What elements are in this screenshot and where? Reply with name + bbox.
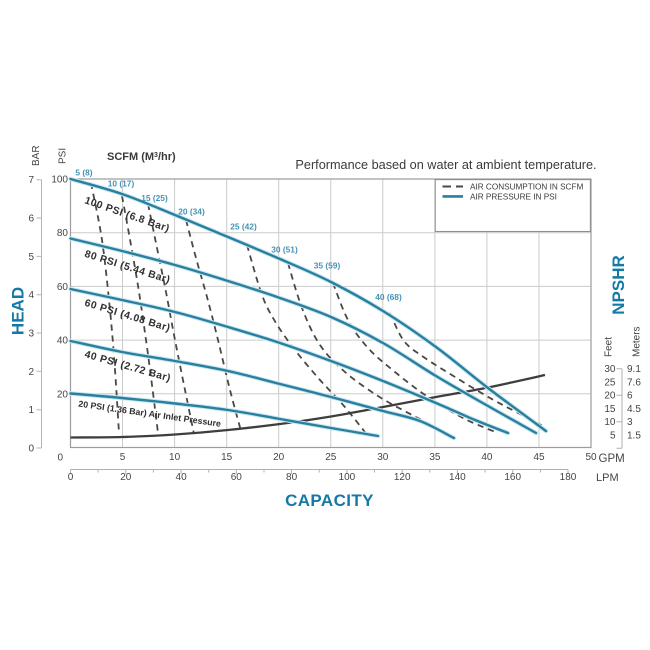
svg-text:3: 3 — [28, 329, 34, 340]
svg-text:40 (68): 40 (68) — [375, 292, 402, 302]
svg-text:5: 5 — [610, 430, 616, 441]
svg-text:35: 35 — [429, 452, 441, 463]
svg-text:5: 5 — [28, 252, 34, 263]
svg-text:20: 20 — [120, 472, 132, 483]
svg-text:60: 60 — [231, 472, 243, 483]
svg-text:140: 140 — [449, 472, 466, 483]
svg-text:5: 5 — [120, 452, 126, 463]
svg-text:Meters: Meters — [632, 326, 643, 357]
svg-text:AIR PRESSURE IN PSI: AIR PRESSURE IN PSI — [470, 193, 557, 202]
svg-text:40: 40 — [57, 336, 69, 347]
svg-text:180: 180 — [560, 472, 577, 483]
svg-text:5 (8): 5 (8) — [75, 168, 92, 178]
svg-text:80: 80 — [286, 472, 298, 483]
svg-text:25: 25 — [604, 377, 616, 388]
svg-text:35 (59): 35 (59) — [314, 261, 341, 271]
svg-text:SCFM (M3/hr): SCFM (M3/hr) — [107, 151, 176, 163]
svg-text:15 (25): 15 (25) — [141, 193, 168, 203]
svg-text:100: 100 — [51, 175, 68, 186]
svg-text:7.6: 7.6 — [627, 377, 641, 388]
svg-text:15: 15 — [604, 404, 616, 415]
svg-text:160: 160 — [504, 472, 521, 483]
svg-text:25: 25 — [325, 452, 337, 463]
svg-text:0: 0 — [57, 453, 63, 464]
svg-text:AIR CONSUMPTION IN SCFM: AIR CONSUMPTION IN SCFM — [470, 183, 583, 192]
svg-text:0: 0 — [28, 444, 34, 455]
svg-text:1: 1 — [28, 405, 34, 416]
svg-text:BAR: BAR — [31, 145, 42, 166]
svg-text:Feet: Feet — [604, 337, 615, 357]
svg-text:10: 10 — [169, 452, 181, 463]
svg-text:CAPACITY: CAPACITY — [285, 491, 374, 510]
svg-text:4.5: 4.5 — [627, 404, 641, 415]
svg-text:LPM: LPM — [596, 472, 619, 484]
svg-text:40: 40 — [481, 452, 493, 463]
svg-text:0: 0 — [68, 472, 74, 483]
svg-text:30: 30 — [377, 452, 389, 463]
svg-text:40: 40 — [176, 472, 188, 483]
svg-text:20 (34): 20 (34) — [178, 207, 205, 217]
svg-text:25 (42): 25 (42) — [230, 222, 257, 232]
svg-text:7: 7 — [28, 175, 34, 186]
svg-text:3: 3 — [627, 417, 633, 428]
svg-text:6: 6 — [28, 214, 34, 225]
svg-text:20: 20 — [273, 452, 285, 463]
svg-text:4: 4 — [28, 290, 34, 301]
svg-text:50: 50 — [585, 452, 597, 463]
svg-text:9.1: 9.1 — [627, 364, 641, 375]
svg-text:Performance based on water at: Performance based on water at ambient te… — [295, 158, 596, 172]
svg-text:GPM: GPM — [599, 453, 625, 465]
svg-text:120: 120 — [394, 472, 411, 483]
svg-text:20: 20 — [604, 391, 616, 402]
svg-text:100: 100 — [339, 472, 356, 483]
svg-text:10 (17): 10 (17) — [108, 179, 135, 189]
svg-text:NPSHR: NPSHR — [609, 255, 628, 315]
svg-text:80: 80 — [57, 228, 69, 239]
svg-text:45: 45 — [533, 452, 545, 463]
svg-text:20: 20 — [57, 389, 69, 400]
svg-text:10: 10 — [604, 417, 616, 428]
svg-text:HEAD: HEAD — [9, 287, 28, 335]
svg-text:6: 6 — [627, 391, 633, 402]
svg-text:15: 15 — [221, 452, 233, 463]
svg-text:PSI: PSI — [58, 148, 69, 164]
svg-text:2: 2 — [28, 367, 34, 378]
svg-text:30: 30 — [604, 364, 616, 375]
svg-text:1.5: 1.5 — [627, 430, 641, 441]
svg-text:30 (51): 30 (51) — [271, 245, 298, 255]
svg-text:60: 60 — [57, 282, 69, 293]
